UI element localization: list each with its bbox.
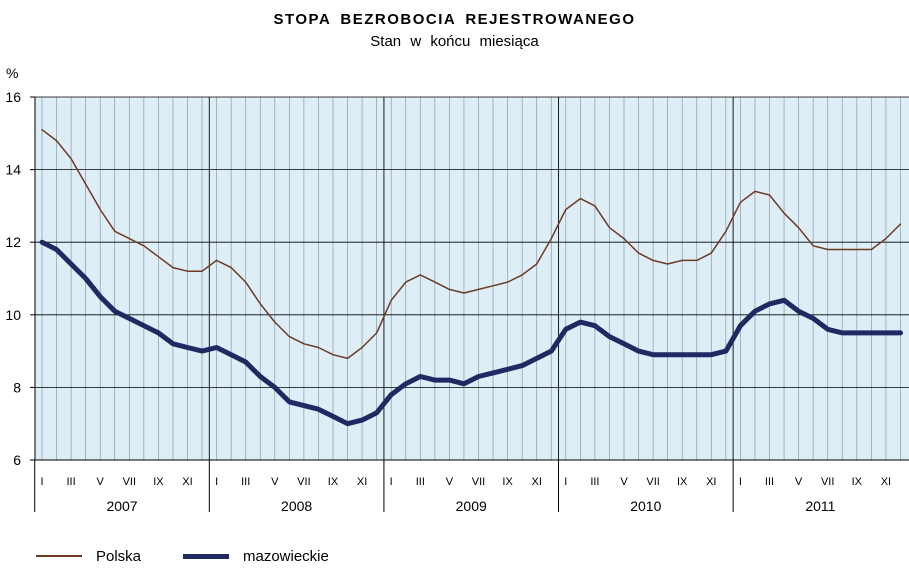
month-tick-label: V [97, 476, 105, 488]
legend-label-mazowieckie: mazowieckie [243, 547, 329, 565]
chart-subtitle: Stan w końcu miesiąca [370, 33, 539, 50]
month-tick-label: VII [646, 476, 659, 488]
series-line-1 [39, 239, 903, 427]
year-label: 2008 [281, 498, 312, 514]
legend-item-polska: Polska [36, 546, 141, 566]
month-tick-label: IX [852, 476, 863, 488]
month-tick-label: XI [706, 476, 716, 488]
series-lines [39, 128, 903, 427]
year-label: 2009 [456, 498, 487, 514]
month-tick-label: XI [531, 476, 541, 488]
month-tick-label: III [765, 476, 774, 488]
gridlines [35, 96, 909, 461]
y-tick-label: 8 [13, 379, 21, 395]
month-tick-label: XI [881, 476, 891, 488]
y-axis-unit-label: % [6, 65, 18, 81]
y-tick-label: 12 [5, 234, 21, 250]
month-tick-label: XI [357, 476, 367, 488]
month-tick-label: III [241, 476, 250, 488]
month-tick-label: I [40, 476, 43, 488]
y-tick-label: 10 [5, 307, 21, 323]
chart-title: STOPA BEZROBOCIA REJESTROWANEGO [273, 11, 636, 28]
legend-label-polska: Polska [96, 547, 142, 565]
month-tick-label: I [390, 476, 393, 488]
year-label: 2007 [106, 498, 137, 514]
year-label: 2010 [630, 498, 661, 514]
legend-swatch-polska [36, 555, 82, 557]
month-tick-label: V [446, 476, 454, 488]
month-tick-label: III [590, 476, 599, 488]
month-tick-label: IX [502, 476, 513, 488]
y-tick-label: 16 [5, 89, 21, 105]
month-tick-label: I [564, 476, 567, 488]
month-tick-label: IX [677, 476, 688, 488]
month-tick-label: VII [123, 476, 136, 488]
month-tick-label: V [271, 476, 279, 488]
legend-item-mazowieckie: mazowieckie [183, 546, 329, 566]
month-tick-label: I [215, 476, 218, 488]
month-tick-label: V [620, 476, 628, 488]
month-tick-label: V [795, 476, 803, 488]
month-tick-label: IX [153, 476, 164, 488]
month-tick-label: VII [821, 476, 834, 488]
month-tick-label: III [67, 476, 76, 488]
y-tick-label: 14 [5, 162, 21, 178]
month-tick-label: III [416, 476, 425, 488]
month-tick-label: XI [182, 476, 192, 488]
legend-swatch-mazowieckie [183, 553, 229, 559]
plot-background [35, 97, 909, 460]
month-tick-label: VII [472, 476, 485, 488]
month-tick-label: IX [328, 476, 339, 488]
series-line-0 [41, 128, 902, 360]
month-tick-label: VII [297, 476, 310, 488]
axes [30, 96, 909, 512]
month-tick-label: I [739, 476, 742, 488]
y-tick-label: 6 [13, 452, 21, 468]
year-label: 2011 [805, 498, 835, 514]
